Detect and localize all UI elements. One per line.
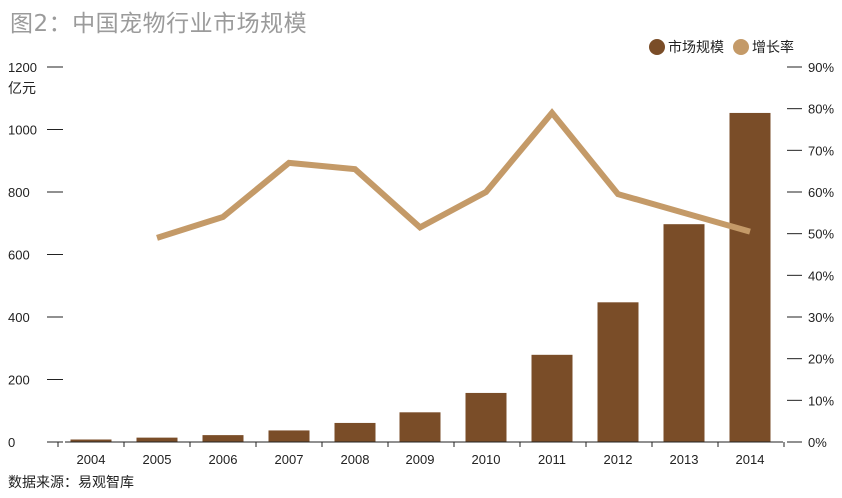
legend-marker-growth-rate [733, 39, 749, 55]
growth-line [156, 108, 751, 241]
left-axis: 0 200 400 600 800 1000 1200 [8, 60, 63, 450]
chart-title: 图2：中国宠物行业市场规模 [10, 11, 308, 37]
x-tick-label: 2010 [472, 452, 501, 467]
left-tick-label: 1200 [8, 60, 37, 75]
bar [334, 422, 376, 442]
right-tick-label: 20% [808, 352, 834, 367]
growth-line-series [156, 108, 751, 241]
right-tick-label: 0% [808, 435, 827, 450]
x-tick-label: 2011 [538, 452, 566, 467]
legend-marker-market-size [649, 39, 665, 55]
right-tick-label: 60% [808, 185, 834, 200]
bar-series [70, 112, 771, 442]
left-tick-label: 400 [8, 310, 30, 325]
legend-label-growth-rate: 增长率 [752, 39, 794, 56]
bar [465, 392, 507, 442]
bar [399, 412, 441, 442]
x-tick-label: 2006 [209, 452, 238, 467]
x-tick-label: 2013 [670, 452, 699, 467]
legend: 市场规模 增长率 [649, 39, 794, 56]
x-tick-label: 2005 [143, 452, 172, 467]
bar [136, 437, 178, 442]
bar [268, 430, 310, 442]
x-tick-label: 2004 [77, 452, 106, 467]
right-tick-label: 50% [808, 227, 834, 242]
bar [70, 439, 112, 442]
left-tick-label: 200 [8, 373, 30, 388]
x-tick-label: 2008 [341, 452, 370, 467]
x-tick-label: 2007 [275, 452, 304, 467]
x-tick-label: 2009 [406, 452, 435, 467]
left-tick-label: 600 [8, 248, 30, 263]
right-tick-label: 80% [808, 102, 834, 117]
left-tick-label: 800 [8, 185, 30, 200]
right-tick-label: 90% [808, 60, 834, 75]
right-tick-label: 30% [808, 310, 834, 325]
bar [531, 354, 573, 442]
left-tick-label: 0 [8, 435, 15, 450]
source-note: 数据来源：易观智库 [8, 475, 134, 491]
y-axis-unit-label: 亿元 [8, 81, 36, 97]
bar [202, 435, 244, 442]
x-tick-label: 2014 [736, 452, 765, 467]
right-tick-label: 10% [808, 393, 834, 408]
right-tick-label: 70% [808, 143, 834, 158]
right-tick-label: 40% [808, 268, 834, 283]
x-axis: 2004 2005 2006 2007 2008 2009 2010 2011 2012 2013… [57, 441, 785, 467]
legend-label-market-size: 市场规模 [668, 39, 724, 56]
left-tick-label: 1000 [8, 123, 37, 138]
x-tick-label: 2012 [604, 452, 633, 467]
right-axis: 0% 10% 20% 30% 40% 50% 60% 70% 80% 90% [787, 60, 834, 450]
bar [729, 112, 771, 442]
bar [597, 302, 639, 442]
bar [663, 224, 705, 442]
